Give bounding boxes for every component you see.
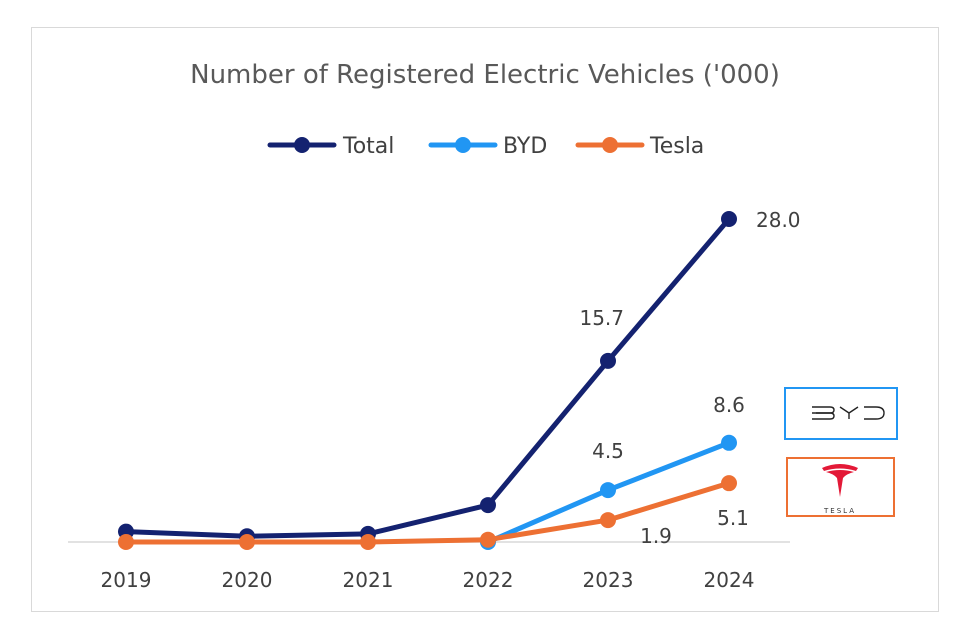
data-point-total (721, 211, 737, 227)
data-label-byd: 8.6 (713, 393, 745, 417)
legend-marker (602, 137, 618, 153)
data-label-tesla: 1.9 (640, 524, 672, 548)
data-label-tesla: 5.1 (717, 506, 749, 530)
series-line-total (123, 216, 732, 539)
x-tick-label: 2020 (222, 568, 273, 592)
data-label-total: 28.0 (756, 208, 801, 232)
legend-label: BYD (503, 134, 547, 159)
data-labels: 15.7 28.0 4.5 8.6 1.9 5.1 (579, 208, 800, 548)
series-layer (118, 211, 737, 550)
legend: Total BYD Tesla (267, 134, 704, 159)
data-point-byd (721, 434, 737, 451)
legend-marker (294, 137, 310, 153)
series-line-tesla (123, 480, 732, 545)
chart-title: Number of Registered Electric Vehicles (… (190, 60, 780, 90)
data-point-total (600, 352, 616, 369)
x-tick-label: 2022 (463, 568, 514, 592)
data-point-total (480, 497, 496, 514)
data-point-tesla (721, 475, 737, 492)
x-tick-label: 2023 (583, 568, 634, 592)
byd-logo (784, 387, 898, 440)
tesla-logo-wordmark: TESLA (823, 507, 856, 515)
data-point-byd (600, 482, 616, 499)
legend-marker (455, 137, 471, 153)
x-tick-label: 2024 (704, 568, 755, 592)
data-point-tesla (118, 534, 134, 550)
x-tick-label: 2021 (343, 568, 394, 592)
data-label-byd: 4.5 (592, 439, 624, 463)
tesla-logo: TESLA (786, 457, 895, 517)
x-tick-label: 2019 (101, 568, 152, 592)
tesla-t-mark-icon (822, 464, 858, 497)
data-point-tesla (480, 531, 496, 548)
byd-logo-box (784, 387, 898, 440)
data-point-tesla (600, 512, 616, 529)
byd-logo-mark (812, 406, 885, 420)
legend-label: Total (342, 134, 394, 159)
data-point-tesla (360, 534, 376, 550)
data-point-tesla (239, 534, 255, 550)
legend-label: Tesla (649, 134, 704, 159)
data-label-total: 15.7 (579, 306, 624, 330)
x-axis-ticks: 2019 2020 2021 2022 2023 2024 (101, 568, 755, 592)
